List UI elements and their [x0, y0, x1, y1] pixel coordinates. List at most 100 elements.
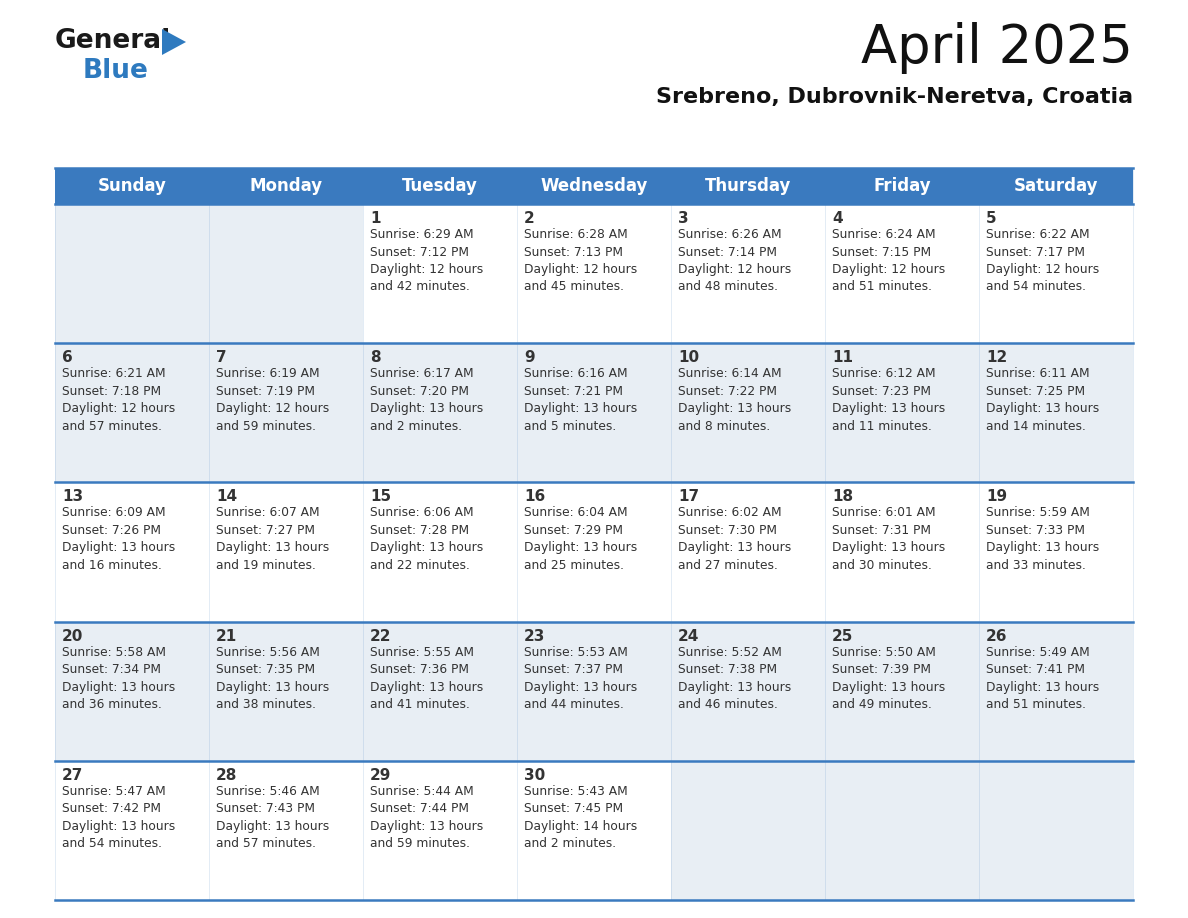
Bar: [671, 343, 824, 482]
Bar: [517, 168, 671, 204]
Text: 17: 17: [678, 489, 699, 504]
Bar: [517, 761, 671, 900]
Text: 30: 30: [524, 767, 545, 783]
Text: Sunrise: 5:59 AM
Sunset: 7:33 PM
Daylight: 13 hours
and 33 minutes.: Sunrise: 5:59 AM Sunset: 7:33 PM Dayligh…: [986, 507, 1099, 572]
Text: 27: 27: [62, 767, 83, 783]
Text: Sunrise: 5:44 AM
Sunset: 7:44 PM
Daylight: 13 hours
and 59 minutes.: Sunrise: 5:44 AM Sunset: 7:44 PM Dayligh…: [369, 785, 484, 850]
Bar: [979, 482, 1133, 621]
Bar: [824, 343, 979, 482]
Bar: [671, 621, 824, 761]
Text: Sunrise: 6:19 AM
Sunset: 7:19 PM
Daylight: 12 hours
and 59 minutes.: Sunrise: 6:19 AM Sunset: 7:19 PM Dayligh…: [216, 367, 329, 432]
Bar: [824, 621, 979, 761]
Text: 18: 18: [832, 489, 853, 504]
Bar: [209, 761, 364, 900]
Text: Sunrise: 6:04 AM
Sunset: 7:29 PM
Daylight: 13 hours
and 25 minutes.: Sunrise: 6:04 AM Sunset: 7:29 PM Dayligh…: [524, 507, 637, 572]
Text: General: General: [55, 28, 171, 54]
Text: April 2025: April 2025: [861, 22, 1133, 74]
Text: 5: 5: [986, 211, 997, 226]
Text: 2: 2: [524, 211, 535, 226]
Bar: [364, 343, 517, 482]
Bar: [364, 168, 517, 204]
Text: Sunrise: 5:49 AM
Sunset: 7:41 PM
Daylight: 13 hours
and 51 minutes.: Sunrise: 5:49 AM Sunset: 7:41 PM Dayligh…: [986, 645, 1099, 711]
Bar: [979, 343, 1133, 482]
Bar: [364, 482, 517, 621]
Bar: [55, 621, 209, 761]
Bar: [209, 343, 364, 482]
Bar: [209, 621, 364, 761]
Bar: [209, 204, 364, 343]
Text: 1: 1: [369, 211, 380, 226]
Text: 8: 8: [369, 350, 380, 365]
Bar: [979, 761, 1133, 900]
Text: Saturday: Saturday: [1013, 177, 1098, 195]
Text: Sunrise: 6:28 AM
Sunset: 7:13 PM
Daylight: 12 hours
and 45 minutes.: Sunrise: 6:28 AM Sunset: 7:13 PM Dayligh…: [524, 228, 637, 294]
Bar: [824, 204, 979, 343]
Bar: [824, 482, 979, 621]
Text: Sunrise: 5:47 AM
Sunset: 7:42 PM
Daylight: 13 hours
and 54 minutes.: Sunrise: 5:47 AM Sunset: 7:42 PM Dayligh…: [62, 785, 176, 850]
Text: Sunrise: 6:24 AM
Sunset: 7:15 PM
Daylight: 12 hours
and 51 minutes.: Sunrise: 6:24 AM Sunset: 7:15 PM Dayligh…: [832, 228, 946, 294]
Text: Sunrise: 6:02 AM
Sunset: 7:30 PM
Daylight: 13 hours
and 27 minutes.: Sunrise: 6:02 AM Sunset: 7:30 PM Dayligh…: [678, 507, 791, 572]
Text: Friday: Friday: [873, 177, 931, 195]
Bar: [671, 482, 824, 621]
Bar: [824, 168, 979, 204]
Text: Sunrise: 6:09 AM
Sunset: 7:26 PM
Daylight: 13 hours
and 16 minutes.: Sunrise: 6:09 AM Sunset: 7:26 PM Dayligh…: [62, 507, 176, 572]
Bar: [824, 761, 979, 900]
Text: Sunday: Sunday: [97, 177, 166, 195]
Text: Sunrise: 6:29 AM
Sunset: 7:12 PM
Daylight: 12 hours
and 42 minutes.: Sunrise: 6:29 AM Sunset: 7:12 PM Dayligh…: [369, 228, 484, 294]
Text: 16: 16: [524, 489, 545, 504]
Bar: [517, 482, 671, 621]
Text: Sunrise: 5:43 AM
Sunset: 7:45 PM
Daylight: 14 hours
and 2 minutes.: Sunrise: 5:43 AM Sunset: 7:45 PM Dayligh…: [524, 785, 637, 850]
Bar: [209, 168, 364, 204]
Bar: [671, 168, 824, 204]
Text: Sunrise: 6:17 AM
Sunset: 7:20 PM
Daylight: 13 hours
and 2 minutes.: Sunrise: 6:17 AM Sunset: 7:20 PM Dayligh…: [369, 367, 484, 432]
Text: 4: 4: [832, 211, 842, 226]
Text: Sunrise: 6:11 AM
Sunset: 7:25 PM
Daylight: 13 hours
and 14 minutes.: Sunrise: 6:11 AM Sunset: 7:25 PM Dayligh…: [986, 367, 1099, 432]
Text: Thursday: Thursday: [704, 177, 791, 195]
Text: 29: 29: [369, 767, 391, 783]
Text: 15: 15: [369, 489, 391, 504]
Text: Srebreno, Dubrovnik-Neretva, Croatia: Srebreno, Dubrovnik-Neretva, Croatia: [656, 87, 1133, 107]
Bar: [979, 621, 1133, 761]
Text: 24: 24: [678, 629, 700, 644]
Text: 22: 22: [369, 629, 392, 644]
Bar: [364, 204, 517, 343]
Text: Sunrise: 6:26 AM
Sunset: 7:14 PM
Daylight: 12 hours
and 48 minutes.: Sunrise: 6:26 AM Sunset: 7:14 PM Dayligh…: [678, 228, 791, 294]
Bar: [517, 204, 671, 343]
Text: Sunrise: 5:50 AM
Sunset: 7:39 PM
Daylight: 13 hours
and 49 minutes.: Sunrise: 5:50 AM Sunset: 7:39 PM Dayligh…: [832, 645, 946, 711]
Bar: [979, 204, 1133, 343]
Text: 20: 20: [62, 629, 83, 644]
Text: 21: 21: [216, 629, 238, 644]
Text: Sunrise: 6:22 AM
Sunset: 7:17 PM
Daylight: 12 hours
and 54 minutes.: Sunrise: 6:22 AM Sunset: 7:17 PM Dayligh…: [986, 228, 1099, 294]
Bar: [364, 761, 517, 900]
Text: 23: 23: [524, 629, 545, 644]
Text: Sunrise: 6:07 AM
Sunset: 7:27 PM
Daylight: 13 hours
and 19 minutes.: Sunrise: 6:07 AM Sunset: 7:27 PM Dayligh…: [216, 507, 329, 572]
Bar: [517, 343, 671, 482]
Text: 28: 28: [216, 767, 238, 783]
Bar: [55, 168, 209, 204]
Text: Blue: Blue: [83, 58, 148, 84]
Text: 13: 13: [62, 489, 83, 504]
Text: 3: 3: [678, 211, 689, 226]
Bar: [671, 204, 824, 343]
Bar: [517, 621, 671, 761]
Bar: [55, 761, 209, 900]
Bar: [55, 482, 209, 621]
Text: 12: 12: [986, 350, 1007, 365]
Polygon shape: [162, 29, 187, 55]
Text: Sunrise: 5:52 AM
Sunset: 7:38 PM
Daylight: 13 hours
and 46 minutes.: Sunrise: 5:52 AM Sunset: 7:38 PM Dayligh…: [678, 645, 791, 711]
Text: Sunrise: 6:16 AM
Sunset: 7:21 PM
Daylight: 13 hours
and 5 minutes.: Sunrise: 6:16 AM Sunset: 7:21 PM Dayligh…: [524, 367, 637, 432]
Text: Sunrise: 5:56 AM
Sunset: 7:35 PM
Daylight: 13 hours
and 38 minutes.: Sunrise: 5:56 AM Sunset: 7:35 PM Dayligh…: [216, 645, 329, 711]
Text: Tuesday: Tuesday: [402, 177, 478, 195]
Text: Sunrise: 6:06 AM
Sunset: 7:28 PM
Daylight: 13 hours
and 22 minutes.: Sunrise: 6:06 AM Sunset: 7:28 PM Dayligh…: [369, 507, 484, 572]
Text: Sunrise: 6:12 AM
Sunset: 7:23 PM
Daylight: 13 hours
and 11 minutes.: Sunrise: 6:12 AM Sunset: 7:23 PM Dayligh…: [832, 367, 946, 432]
Text: 9: 9: [524, 350, 535, 365]
Text: Sunrise: 5:55 AM
Sunset: 7:36 PM
Daylight: 13 hours
and 41 minutes.: Sunrise: 5:55 AM Sunset: 7:36 PM Dayligh…: [369, 645, 484, 711]
Text: Sunrise: 5:53 AM
Sunset: 7:37 PM
Daylight: 13 hours
and 44 minutes.: Sunrise: 5:53 AM Sunset: 7:37 PM Dayligh…: [524, 645, 637, 711]
Text: Sunrise: 6:14 AM
Sunset: 7:22 PM
Daylight: 13 hours
and 8 minutes.: Sunrise: 6:14 AM Sunset: 7:22 PM Dayligh…: [678, 367, 791, 432]
Text: Sunrise: 6:21 AM
Sunset: 7:18 PM
Daylight: 12 hours
and 57 minutes.: Sunrise: 6:21 AM Sunset: 7:18 PM Dayligh…: [62, 367, 176, 432]
Bar: [979, 168, 1133, 204]
Bar: [55, 204, 209, 343]
Text: 6: 6: [62, 350, 72, 365]
Text: 7: 7: [216, 350, 227, 365]
Text: 25: 25: [832, 629, 853, 644]
